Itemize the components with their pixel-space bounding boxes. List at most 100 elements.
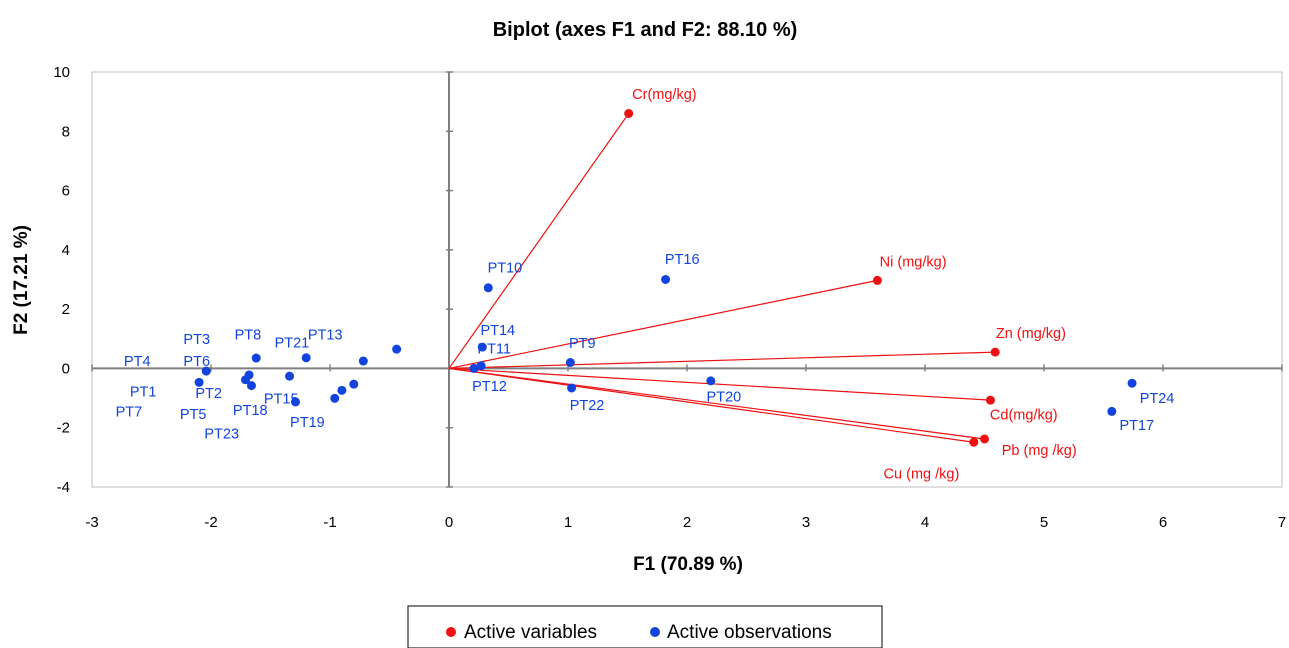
observation-point [330, 393, 340, 403]
legend-swatch-observations [650, 627, 660, 637]
observation-label: PT5 [180, 407, 207, 423]
variable-point [872, 275, 882, 285]
x-axis-ticks: -3 -2 -1 0 1 2 3 4 5 6 7 [85, 364, 1286, 531]
observation-point [358, 356, 368, 366]
x-tick-label: 6 [1159, 514, 1167, 531]
variable-points [624, 109, 1000, 447]
observation-point [706, 376, 716, 386]
y-tick-label: 2 [62, 301, 70, 318]
legend-label-observations: Active observations [667, 622, 832, 643]
observation-label: PT7 [116, 404, 143, 420]
observation-label: PT22 [570, 398, 605, 414]
observation-label: PT8 [235, 327, 262, 343]
variable-label: Ni (mg/kg) [880, 255, 947, 271]
observation-label: PT10 [488, 261, 523, 277]
observation-label: PT9 [569, 336, 596, 352]
observation-label: PT15 [264, 392, 299, 408]
y-tick-label: 0 [62, 360, 70, 377]
variable-vector [448, 351, 996, 370]
observation-point [565, 358, 575, 367]
x-tick-label: 7 [1278, 514, 1286, 531]
observation-point [244, 370, 254, 380]
variable-point [980, 434, 989, 444]
observation-label: PT17 [1119, 418, 1154, 434]
variable-point [990, 347, 1000, 357]
variable-point [969, 437, 979, 447]
observation-label: PT4 [124, 354, 151, 370]
observation-label: PT3 [183, 332, 210, 348]
x-tick-label: -3 [85, 514, 98, 531]
x-tick-label: 2 [683, 514, 691, 531]
observation-label: PT6 [183, 354, 210, 370]
observation-label: PT1 [130, 385, 157, 401]
y-tick-label: -2 [57, 420, 70, 437]
variable-point [985, 395, 995, 405]
variable-label: Cr(mg/kg) [632, 87, 696, 103]
variable-vector [448, 367, 974, 443]
observation-label: PT18 [233, 403, 268, 419]
x-tick-label: 1 [564, 514, 572, 531]
variable-label: Cu (mg /kg) [884, 467, 960, 483]
observation-point [337, 385, 347, 395]
y-tick-label: 8 [62, 123, 70, 140]
observation-point [476, 361, 486, 371]
observation-point [392, 344, 402, 354]
chart-title: Biplot (axes F1 and F2: 88.10 %) [493, 19, 798, 41]
observation-label: PT14 [480, 323, 515, 339]
variable-point [624, 109, 634, 118]
observation-point [477, 342, 487, 352]
observation-point [1127, 378, 1137, 388]
observation-point [661, 275, 671, 284]
observation-point [483, 283, 493, 293]
variable-vector [448, 367, 985, 440]
variable-vector [448, 279, 878, 370]
observation-point [251, 353, 261, 363]
legend-box [407, 605, 883, 648]
y-tick-label: 6 [62, 183, 70, 200]
x-tick-label: -1 [323, 514, 336, 531]
variable-label: Zn (mg/kg) [996, 326, 1066, 342]
y-axis-ticks: -4 -2 0 2 4 6 8 10 [53, 64, 453, 496]
variable-labels: Cr(mg/kg) Ni (mg/kg) Zn (mg/kg) Cd(mg/kg) Pb… [632, 87, 1077, 482]
x-tick-label: 3 [802, 514, 810, 531]
observation-point [285, 371, 295, 381]
y-tick-label: -4 [57, 479, 70, 496]
observation-point [469, 363, 479, 373]
observation-label: PT12 [472, 379, 507, 395]
y-axis-title: F2 (17.21 %) [11, 225, 32, 335]
observation-point [1107, 406, 1117, 416]
observation-label: PT19 [290, 415, 325, 431]
observation-label: PT23 [204, 427, 239, 443]
legend-swatch-variables [446, 627, 456, 637]
x-tick-label: 4 [921, 514, 929, 531]
observation-point [301, 353, 311, 363]
variable-label: Cd(mg/kg) [990, 407, 1058, 423]
variable-vector [448, 113, 630, 369]
observation-point [194, 377, 204, 387]
zero-axes [92, 72, 1282, 487]
observation-label: PT13 [308, 327, 343, 343]
variable-label: Pb (mg /kg) [1002, 443, 1077, 459]
observation-point [349, 379, 359, 389]
observation-label: PT21 [275, 335, 310, 351]
legend: Active variables Active observations [407, 605, 883, 648]
plot-area [91, 71, 1283, 488]
variable-vectors [448, 113, 996, 443]
observation-label: PT20 [707, 390, 742, 406]
x-tick-label: 5 [1040, 514, 1048, 531]
y-tick-label: 10 [53, 64, 70, 81]
observation-label: PT24 [1140, 391, 1175, 407]
observation-label: PT16 [665, 252, 700, 268]
x-tick-label: -2 [204, 514, 217, 531]
observation-point [201, 366, 211, 376]
x-tick-label: 0 [445, 514, 453, 531]
observation-points [194, 275, 1137, 416]
y-tick-label: 4 [62, 242, 70, 259]
variable-vector [448, 367, 991, 401]
x-axis-title: F1 (70.89 %) [633, 554, 743, 575]
observation-label: PT2 [195, 386, 222, 402]
observation-label: PT11 [477, 341, 511, 357]
observation-point [290, 397, 300, 407]
